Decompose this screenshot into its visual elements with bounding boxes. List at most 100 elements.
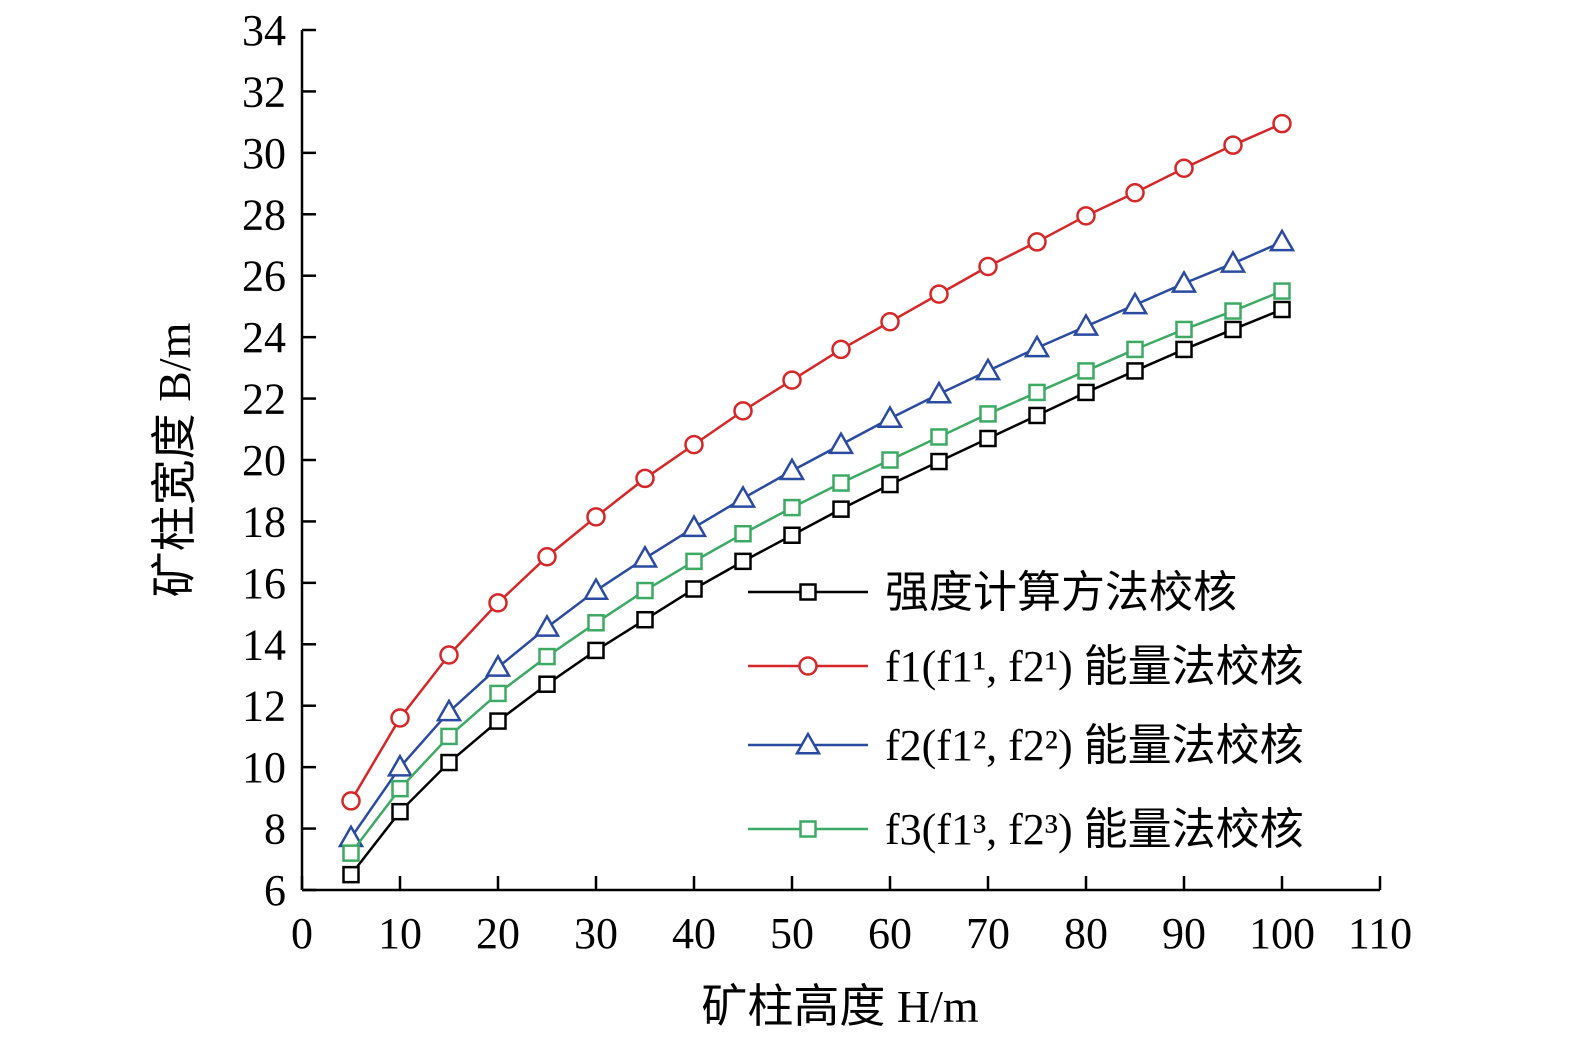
series-2 <box>341 113 1292 811</box>
series-1-point <box>685 580 703 598</box>
series-2-point <box>488 593 508 613</box>
series-1-point <box>832 500 850 518</box>
series-1-point <box>1224 320 1242 339</box>
series-4-point <box>636 581 654 600</box>
series-4-point <box>587 614 605 632</box>
series-4-point <box>783 498 801 517</box>
legend-swatch-marker <box>799 820 817 838</box>
series-4-point <box>1175 320 1193 339</box>
series-2-point <box>733 401 753 421</box>
series-2-point <box>684 434 704 455</box>
series-3-point <box>827 431 855 455</box>
series-4-point <box>1028 383 1046 402</box>
series-2-point <box>1174 158 1194 178</box>
x-tick-label: 110 <box>1348 909 1412 958</box>
series-3-point <box>533 613 561 637</box>
series-4-point <box>1077 362 1095 380</box>
series-1-point <box>1126 362 1144 380</box>
series-2-point <box>586 507 606 527</box>
y-tick-label: 26 <box>242 252 286 301</box>
series-3-point <box>974 357 1002 381</box>
x-tick-label: 20 <box>476 909 520 958</box>
series-3-point <box>1072 312 1100 336</box>
legend-label: f1(f1¹, f2¹) 能量法校核 <box>885 642 1304 691</box>
series-3-point <box>1219 249 1247 273</box>
series-1-point <box>734 552 752 571</box>
series-3-point <box>729 484 757 508</box>
x-tick-label: 80 <box>1064 909 1108 958</box>
series-1-point <box>391 802 409 821</box>
series-1 <box>342 300 1291 884</box>
series-4-point <box>930 428 948 446</box>
series-3-point <box>876 405 904 429</box>
series-3-point <box>1268 228 1296 252</box>
series-4 <box>342 282 1291 862</box>
series-2-point <box>635 468 655 489</box>
x-tick-label: 70 <box>966 909 1010 958</box>
x-tick-label: 30 <box>574 909 618 958</box>
y-tick-label: 14 <box>242 620 286 669</box>
series-3-point <box>631 544 659 568</box>
x-tick-label: 0 <box>291 909 313 958</box>
y-tick-label: 22 <box>242 375 286 424</box>
series-1-point <box>489 712 507 730</box>
series-3-point <box>1121 291 1149 315</box>
series-1-point <box>1175 340 1193 359</box>
series-4-point <box>489 684 507 703</box>
y-tick-label: 24 <box>242 313 286 362</box>
x-tick-label: 40 <box>672 909 716 958</box>
legend: 强度计算方法校核 f1(f1¹, f2¹) 能量法校核 f2(f1², f2²) 能… <box>748 568 1304 854</box>
y-tick-label: 6 <box>264 866 286 915</box>
series-4-point <box>832 474 850 492</box>
series-1-point <box>1273 300 1291 319</box>
series-1-point <box>783 526 801 544</box>
series-3-point <box>582 577 610 601</box>
legend-swatch-marker <box>794 731 822 755</box>
series-3-point <box>680 514 708 538</box>
series-1-point <box>881 475 899 494</box>
axes: 6 8 10 12 14 16 18 20 22 24 26 28 30 32 34 0 10 20 30 40 50 6… <box>242 6 1412 958</box>
y-tick-label: 18 <box>242 497 286 546</box>
series-1-point <box>342 865 360 884</box>
series-4-point <box>881 451 899 469</box>
series-3-point <box>484 653 512 677</box>
series-2-point <box>978 256 998 277</box>
series-1-point <box>636 610 654 629</box>
series-3-point <box>925 380 953 404</box>
series-2-point <box>341 791 361 811</box>
legend-swatch-marker <box>799 583 817 601</box>
series-3-point <box>386 753 414 777</box>
series-4-point <box>440 727 458 746</box>
series-4-point <box>391 779 409 798</box>
y-tick-label: 32 <box>242 67 286 116</box>
series-2-point <box>1272 113 1292 134</box>
series-1-point <box>587 641 605 660</box>
series-2-point <box>929 284 949 304</box>
series-4-point <box>734 524 752 543</box>
series-3-point <box>1023 334 1051 358</box>
y-axis-title: 矿柱宽度 B/m <box>149 322 200 597</box>
series-2-point <box>537 547 557 567</box>
legend-item-3: f2(f1², f2²) 能量法校核 <box>748 721 1304 770</box>
x-tick-label: 50 <box>770 909 814 958</box>
y-tick-label: 8 <box>264 805 286 854</box>
y-tick-label: 28 <box>242 190 286 239</box>
series-3-point <box>435 698 463 722</box>
legend-item-4: f3(f1³, f2³) 能量法校核 <box>748 805 1304 854</box>
series-2-point <box>831 339 851 360</box>
series-3-point <box>1170 269 1198 293</box>
series-3 <box>337 228 1296 848</box>
series-1-point <box>440 753 458 772</box>
legend-label: 强度计算方法校核 <box>885 568 1237 617</box>
legend-label: f3(f1³, f2³) 能量法校核 <box>885 805 1304 854</box>
series-1-point <box>1077 383 1095 402</box>
x-tick-label: 60 <box>868 909 912 958</box>
series-2-point <box>1076 206 1096 226</box>
y-tick-label: 10 <box>242 743 286 792</box>
x-axis-title: 矿柱高度 H/m <box>701 981 979 1032</box>
series-4-point <box>979 405 997 423</box>
legend-swatch-marker <box>798 656 818 676</box>
series-2-point <box>1027 232 1047 252</box>
series-1-point <box>1028 406 1046 425</box>
